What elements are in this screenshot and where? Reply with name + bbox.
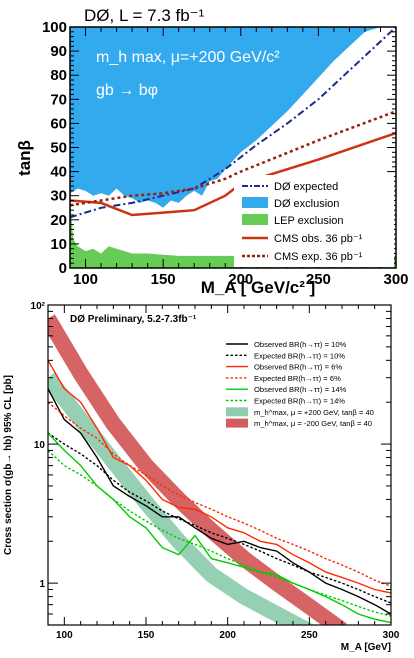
y-tick-label: 90: [50, 43, 67, 60]
legend-label-5: Expected BR(h→ττ) = 14%: [254, 397, 345, 406]
plot-frame-2: [47, 304, 392, 626]
legend: DØ expected DØ exclusion LEP exclusion C…: [234, 175, 394, 267]
x-tick-label: 250: [306, 271, 331, 288]
annotation-process: gb → bφ: [96, 82, 158, 99]
d0-exclusion-area: [70, 27, 396, 208]
x-ticks: 100 150 200 250 300: [69, 27, 409, 288]
legend-label-cms-obs: CMS obs. 36 pb⁻¹: [274, 233, 363, 245]
y-tick-label: 60: [50, 115, 67, 132]
y-axis-label: tanβ: [15, 140, 34, 176]
series-line-7: [48, 314, 347, 625]
series-line-2: [48, 359, 391, 594]
y-tick-label: 20: [50, 212, 67, 229]
exclusion-chart: DØ, L = 7.3 fb⁻¹ m_h max, μ=+200 GeV/c² …: [15, 6, 409, 297]
legend-swatch-lep: [242, 214, 268, 225]
series-line-0: [48, 388, 391, 615]
y-ticks-2: 1 10 10²: [31, 301, 391, 626]
d0-expected-line: [70, 27, 396, 219]
x-tick-label: 150: [151, 271, 176, 288]
series-line-3: [48, 401, 391, 587]
series-line-6: [48, 372, 314, 625]
x-tick-label-2: 250: [301, 630, 318, 641]
legend-label-0: Observed BR(h→ττ) = 10%: [254, 340, 347, 349]
y-tick-label: 70: [50, 91, 67, 108]
legend-label-d0-expected: DØ expected: [274, 181, 338, 193]
series-line-1: [48, 432, 391, 604]
legend-swatch-6: [226, 407, 248, 417]
cms-observed-line: [70, 131, 396, 217]
cross-section-chart: 100 150 200 250 300 1 10 10² DØ Preliminary, 5…: [3, 301, 400, 653]
x-tick-label-2: 200: [219, 630, 236, 641]
annotation-mhmax: m_h max, μ=+200 GeV/c²: [96, 49, 280, 66]
legend-2: Observed BR(h→ττ) = 10% Expected BR(h→ττ)…: [226, 340, 374, 428]
y-tick-label: 50: [50, 140, 67, 157]
x-ticks-2: 100 150 200 250 300: [47, 305, 400, 641]
series-line-4: [48, 432, 391, 624]
legend-label-1: Expected BR(h→ττ) = 10%: [254, 351, 345, 360]
y-tick-label: 30: [50, 188, 67, 205]
series-line-5: [48, 449, 391, 617]
y-tick-label: 100: [42, 19, 67, 36]
y-tick-label-2: 1: [39, 579, 45, 590]
x-tick-label-2: 150: [138, 630, 155, 641]
legend-label-3: Expected BR(h→ττ) = 6%: [254, 374, 341, 383]
x-axis-label: M_A [ GeV/c² ]: [201, 278, 316, 297]
x-tick-label-2: 100: [56, 630, 73, 641]
legend-label-2: Observed BR(h→ττ) = 6%: [254, 363, 342, 372]
legend-swatch-7: [226, 418, 248, 428]
y-tick-label: 80: [50, 67, 67, 84]
x-tick-label: 200: [228, 271, 253, 288]
y-tick-label: 40: [50, 164, 67, 181]
y-ticks: 0 10 20 30 40 50 60 70 80 90 100: [42, 19, 396, 277]
x-tick-label-2: 300: [383, 630, 400, 641]
legend-label-d0-exclusion: DØ exclusion: [274, 198, 339, 210]
x-tick-label: 300: [383, 271, 408, 288]
y-tick-label-2: 10²: [31, 301, 46, 312]
legend-swatch-d0-exclusion: [242, 197, 268, 208]
y-tick-label: 0: [59, 260, 67, 277]
y-tick-label: 10: [50, 236, 67, 253]
chart-title: DØ, L = 7.3 fb⁻¹: [84, 6, 205, 25]
x-axis-label-2: M_A [GeV]: [341, 642, 391, 653]
legend-label-lep: LEP exclusion: [274, 215, 344, 227]
legend-label-6: m_h^max, μ = +200 GeV, tanβ = 40: [254, 408, 374, 417]
y-axis-label-2: Cross section σ(gb→ hb) 95% CL [pb]: [3, 375, 14, 555]
cms-expected-line: [70, 110, 396, 207]
legend-label-4: Observed BR(h→ττ) = 14%: [254, 385, 347, 394]
x-tick-label: 100: [73, 271, 98, 288]
plot-lines: [48, 314, 391, 625]
legend-label-cms-exp: CMS exp. 36 pb⁻¹: [274, 251, 363, 263]
legend-label-7: m_h^max, μ = -200 GeV, tanβ = 40: [254, 419, 372, 428]
preliminary-title: DØ Preliminary, 5.2-7.3fb⁻¹: [70, 314, 197, 325]
y-tick-label-2: 10: [34, 440, 46, 451]
